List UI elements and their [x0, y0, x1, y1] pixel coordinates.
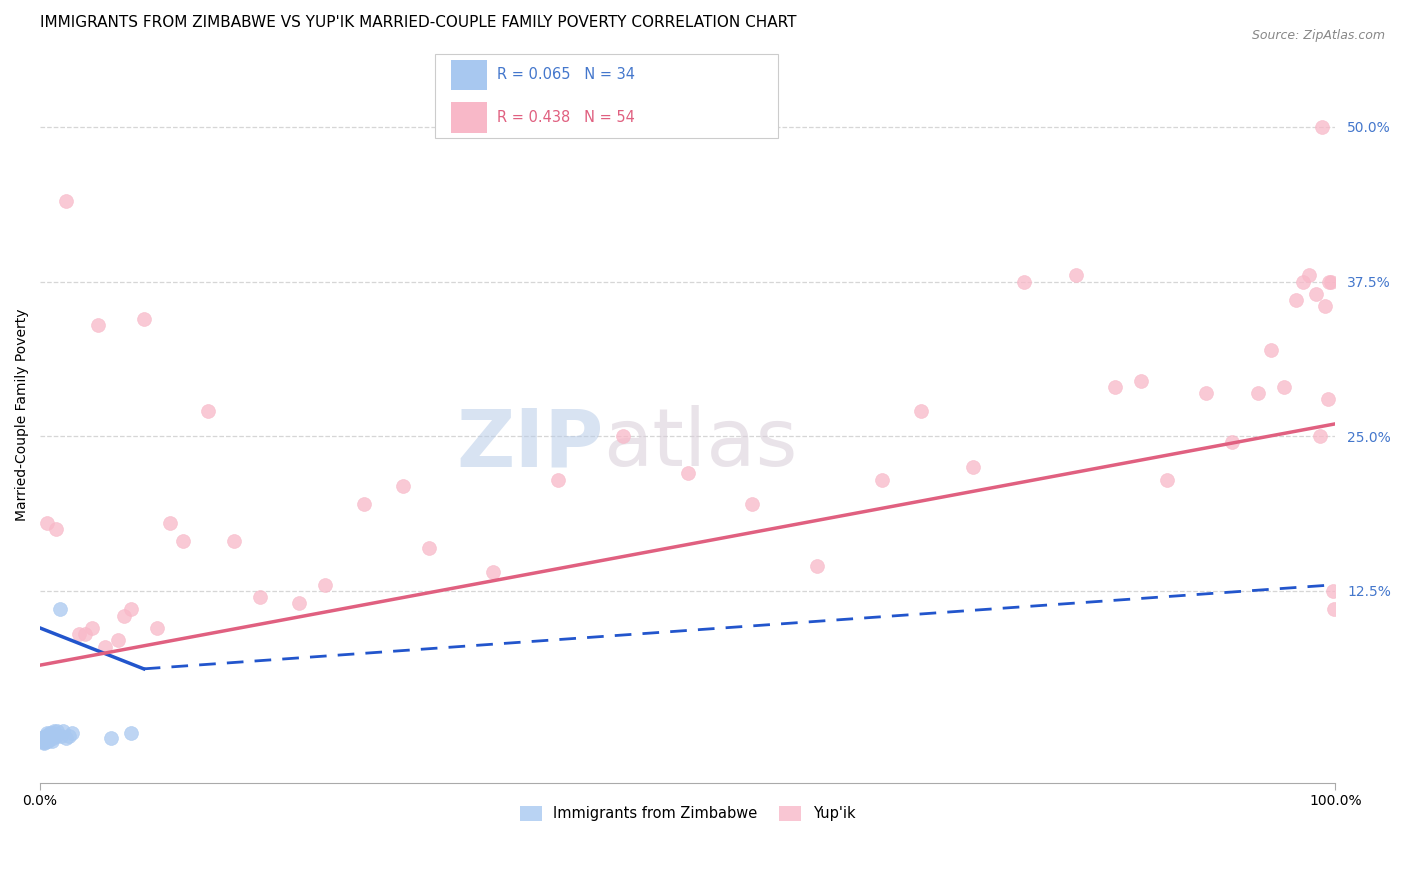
Point — [1260, 343, 1282, 357]
Point — [32, 736, 55, 750]
Point — [870, 473, 893, 487]
FancyBboxPatch shape — [434, 54, 779, 138]
Point — [120, 602, 142, 616]
Point — [418, 541, 440, 555]
Point — [1320, 275, 1343, 289]
Point — [353, 497, 375, 511]
Point — [1272, 380, 1295, 394]
Point — [741, 497, 763, 511]
Point — [159, 516, 181, 530]
Legend: Immigrants from Zimbabwe, Yup'ik: Immigrants from Zimbabwe, Yup'ik — [515, 800, 862, 827]
Point — [31, 731, 53, 746]
Text: R = 0.065   N = 34: R = 0.065 N = 34 — [498, 68, 636, 82]
Point — [39, 731, 62, 746]
Point — [249, 590, 271, 604]
Point — [38, 727, 60, 741]
Point — [1312, 120, 1334, 134]
Point — [1322, 583, 1344, 598]
Point — [1014, 275, 1036, 289]
Bar — [451, 60, 486, 90]
Point — [1104, 380, 1126, 394]
Point — [197, 404, 219, 418]
Y-axis label: Married-Couple Family Poverty: Married-Couple Family Poverty — [15, 309, 30, 521]
Point — [55, 731, 77, 746]
Point — [37, 733, 59, 747]
Point — [32, 732, 55, 747]
Text: IMMIGRANTS FROM ZIMBABWE VS YUP'IK MARRIED-COUPLE FAMILY POVERTY CORRELATION CHA: IMMIGRANTS FROM ZIMBABWE VS YUP'IK MARRI… — [41, 15, 797, 30]
Point — [35, 733, 58, 747]
Point — [41, 733, 63, 747]
Point — [45, 729, 67, 743]
Point — [35, 516, 58, 530]
Point — [37, 730, 59, 744]
Point — [910, 404, 932, 418]
Point — [35, 731, 58, 746]
Point — [1246, 385, 1268, 400]
Point — [87, 318, 110, 332]
Text: ZIP: ZIP — [457, 405, 603, 483]
Point — [547, 473, 569, 487]
Point — [1285, 293, 1308, 307]
Point — [42, 731, 65, 746]
Point — [34, 732, 56, 747]
Point — [1309, 429, 1331, 443]
Point — [32, 730, 55, 744]
Point — [132, 311, 155, 326]
Point — [49, 729, 72, 743]
Point — [1292, 275, 1315, 289]
Text: Source: ZipAtlas.com: Source: ZipAtlas.com — [1251, 29, 1385, 42]
Point — [1064, 268, 1087, 283]
Point — [35, 729, 58, 743]
Point — [1316, 392, 1339, 406]
Point — [45, 522, 67, 536]
Point — [482, 566, 505, 580]
Point — [58, 729, 80, 743]
Point — [46, 723, 69, 738]
Point — [42, 726, 65, 740]
Point — [100, 731, 122, 746]
Point — [1317, 275, 1340, 289]
Point — [120, 726, 142, 740]
Point — [145, 621, 167, 635]
Point — [112, 608, 135, 623]
Point — [62, 726, 84, 740]
Point — [1195, 385, 1218, 400]
Point — [39, 726, 62, 740]
Point — [962, 460, 984, 475]
Point — [48, 602, 70, 616]
Point — [1130, 374, 1153, 388]
Text: atlas: atlas — [603, 405, 797, 483]
Point — [107, 633, 129, 648]
Point — [38, 732, 60, 747]
Text: R = 0.438   N = 54: R = 0.438 N = 54 — [498, 110, 636, 125]
Point — [55, 194, 77, 208]
Point — [67, 627, 90, 641]
Point — [1305, 287, 1327, 301]
Point — [34, 729, 56, 743]
Point — [75, 627, 97, 641]
Point — [52, 723, 75, 738]
Point — [31, 735, 53, 749]
Point — [172, 534, 194, 549]
Point — [41, 729, 63, 743]
Point — [35, 726, 58, 740]
Point — [314, 578, 336, 592]
Point — [34, 735, 56, 749]
Point — [1220, 435, 1243, 450]
Point — [288, 596, 311, 610]
Point — [391, 479, 413, 493]
Point — [1156, 473, 1178, 487]
Point — [1298, 268, 1320, 283]
Point — [1323, 602, 1346, 616]
Point — [44, 723, 66, 738]
Point — [80, 621, 103, 635]
Point — [676, 467, 699, 481]
Point — [30, 732, 52, 747]
Point — [1313, 299, 1336, 313]
Bar — [451, 102, 486, 133]
Point — [806, 559, 828, 574]
Point — [94, 640, 117, 654]
Point — [224, 534, 246, 549]
Point — [612, 429, 634, 443]
